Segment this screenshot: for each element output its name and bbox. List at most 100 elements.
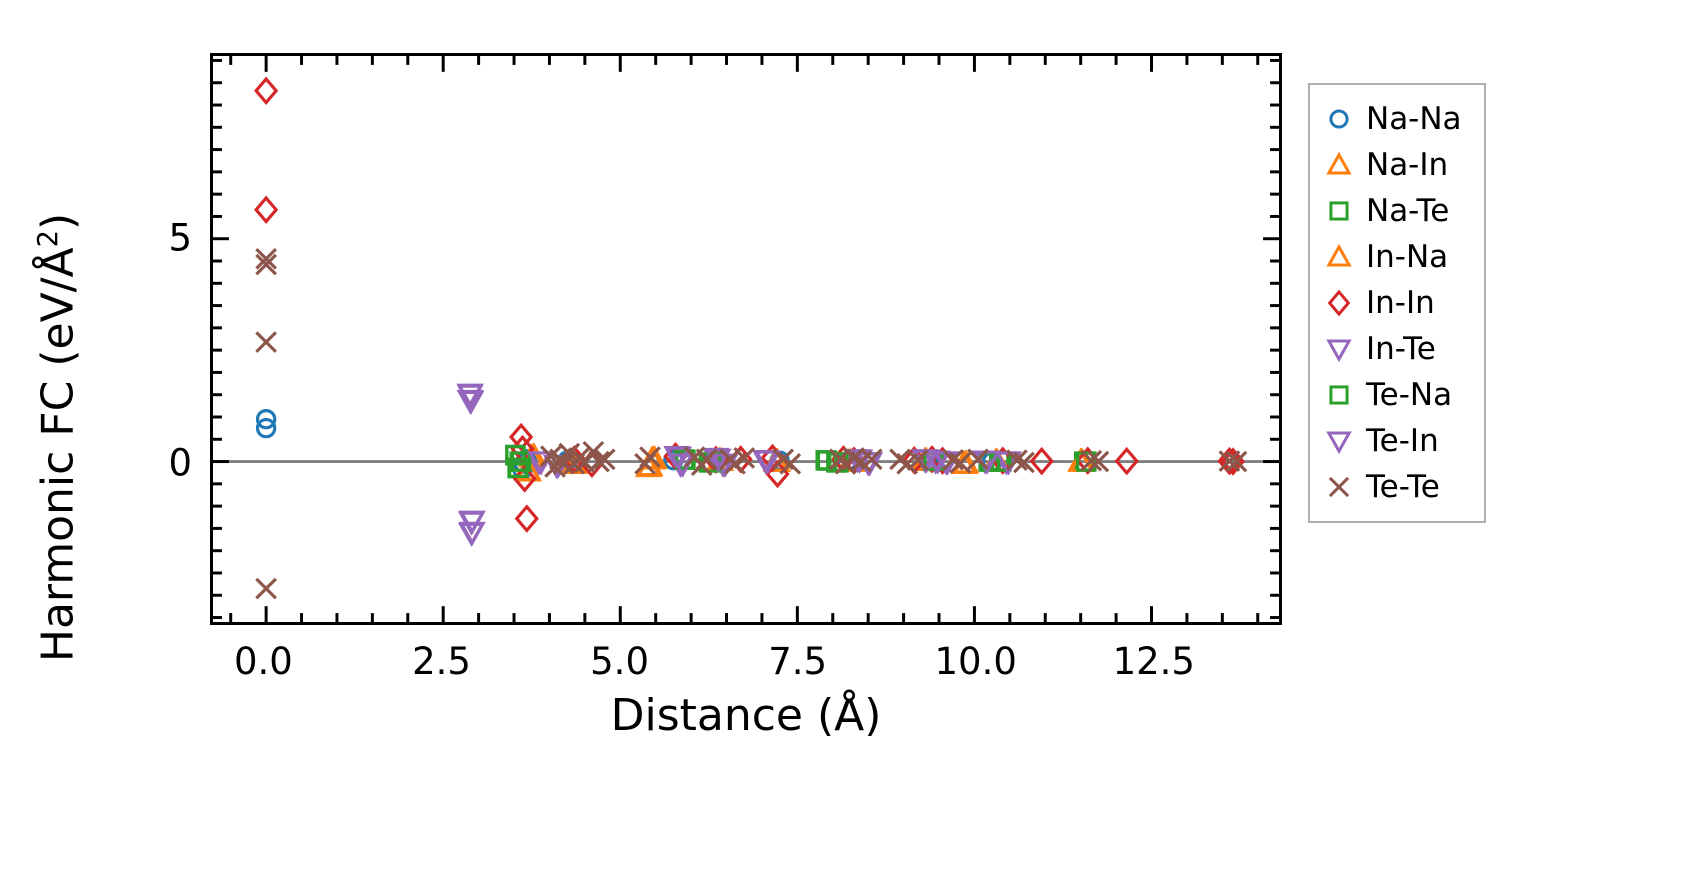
y-axis-label-main: Harmonic FC (eV/Å — [32, 246, 84, 662]
marker-x-stroke-2 — [255, 253, 277, 276]
marker-x-stroke-2 — [949, 452, 972, 474]
marker-x-stroke-2 — [906, 449, 929, 472]
legend-marker-diamond-icon — [1318, 282, 1360, 324]
legend-item-in-in[interactable]: In-In — [1318, 280, 1474, 326]
legend-marker-triangle-up-icon — [1318, 236, 1360, 278]
x-tick-label: 5.0 — [590, 640, 649, 683]
data-point — [255, 409, 277, 430]
data-point — [906, 449, 929, 472]
data-point — [843, 447, 865, 469]
legend-marker-square-icon — [1318, 374, 1360, 416]
marker-diamond — [514, 504, 539, 533]
legend-item-in-na[interactable]: In-Na — [1318, 234, 1474, 280]
legend-glyph — [1326, 339, 1352, 363]
data-point — [255, 247, 277, 270]
marker-x-stroke-2 — [255, 331, 277, 353]
data-point — [1225, 450, 1248, 473]
data-point — [458, 521, 486, 547]
legend-label: Te-Na — [1366, 377, 1453, 413]
data-point — [255, 577, 277, 600]
legend-glyph — [1326, 243, 1352, 267]
marker-x-stroke-2 — [255, 577, 277, 600]
data-point — [582, 440, 605, 463]
marker-x-stroke-2 — [772, 448, 795, 471]
data-point — [1114, 446, 1139, 476]
data-point — [255, 417, 277, 439]
marker-x-stroke-2 — [733, 447, 756, 469]
data-point — [254, 76, 279, 105]
data-point — [1006, 449, 1028, 472]
marker-diamond — [1217, 446, 1242, 476]
data-point — [860, 448, 883, 471]
legend-item-na-na[interactable]: Na-Na — [1318, 96, 1474, 142]
legend-box: Na-Na Na-In Na-Te In-Na In-In In-Te Te-Na Te-In… — [1308, 83, 1486, 523]
marker-x-stroke-2 — [942, 448, 965, 471]
legend-glyph — [1329, 109, 1349, 129]
data-point — [1217, 446, 1242, 476]
data-point — [254, 195, 279, 224]
marker-x-stroke-2 — [552, 452, 575, 475]
marker-diamond — [1114, 446, 1139, 476]
y-axis-label-exponent: 2 — [32, 229, 64, 247]
legend-glyph — [1327, 289, 1351, 317]
marker-x-stroke-2 — [1006, 449, 1028, 472]
legend-item-na-te[interactable]: Na-Te — [1318, 188, 1474, 234]
data-point — [695, 448, 718, 471]
marker-square — [1329, 201, 1349, 221]
legend-item-te-na[interactable]: Te-Na — [1318, 372, 1474, 418]
data-point — [1076, 451, 1097, 472]
legend-glyph — [1329, 201, 1349, 221]
legend-label: Na-In — [1366, 147, 1449, 183]
y-tick-label: 0 — [168, 441, 192, 485]
marker-x-stroke-2 — [1080, 449, 1103, 472]
data-point — [512, 464, 537, 493]
marker-triangle-up — [1326, 243, 1352, 267]
marker-square — [510, 451, 532, 472]
x-tick-label: 7.5 — [768, 640, 828, 683]
marker-x-stroke-2 — [1218, 450, 1241, 472]
data-point — [457, 390, 485, 416]
x-tick-label: 12.5 — [1112, 640, 1195, 683]
legend-item-te-in[interactable]: Te-In — [1318, 418, 1474, 464]
legend-item-te-te[interactable]: Te-Te — [1318, 464, 1474, 510]
data-point — [588, 450, 610, 473]
data-point — [255, 253, 277, 276]
y-tick-label: 5 — [168, 216, 192, 260]
legend-glyph — [1326, 431, 1352, 455]
marker-diamond — [254, 76, 279, 105]
data-point — [514, 504, 539, 533]
marker-triangle-down — [1326, 339, 1352, 363]
data-point — [1080, 449, 1103, 472]
marker-x-stroke-2 — [695, 448, 718, 471]
legend-glyph — [1326, 151, 1352, 175]
y-axis-label: Harmonic FC (eV/Å2) — [33, 127, 84, 747]
legend-label: In-Te — [1366, 331, 1436, 367]
data-point — [779, 452, 802, 475]
scatter-plot-svg — [213, 56, 1279, 622]
data-point — [1087, 450, 1110, 473]
marker-square — [1329, 385, 1349, 405]
data-point — [1013, 451, 1035, 474]
marker-diamond — [509, 422, 534, 452]
x-axis-label: Distance (Å) — [610, 690, 882, 741]
marker-square — [816, 450, 838, 471]
legend-marker-triangle-down-icon — [1318, 420, 1360, 462]
marker-x-stroke-2 — [1225, 450, 1248, 473]
marker-x-stroke-2 — [889, 448, 911, 471]
marker-x-stroke-2 — [588, 450, 610, 473]
marker-x-stroke-2 — [593, 448, 616, 471]
legend-marker-x-icon — [1318, 466, 1360, 508]
data-point — [942, 448, 965, 471]
data-point — [593, 448, 616, 471]
x-tick-label: 0.0 — [234, 640, 293, 683]
legend-item-na-in[interactable]: Na-In — [1318, 142, 1474, 188]
marker-square — [508, 457, 529, 478]
marker-x-stroke-2 — [1328, 476, 1350, 498]
marker-circle — [255, 417, 277, 439]
marker-square — [1076, 451, 1097, 472]
data-point — [508, 457, 529, 478]
legend-item-in-te[interactable]: In-Te — [1318, 326, 1474, 372]
marker-x-stroke-2 — [1013, 451, 1035, 474]
marker-x-stroke-2 — [1087, 450, 1110, 473]
